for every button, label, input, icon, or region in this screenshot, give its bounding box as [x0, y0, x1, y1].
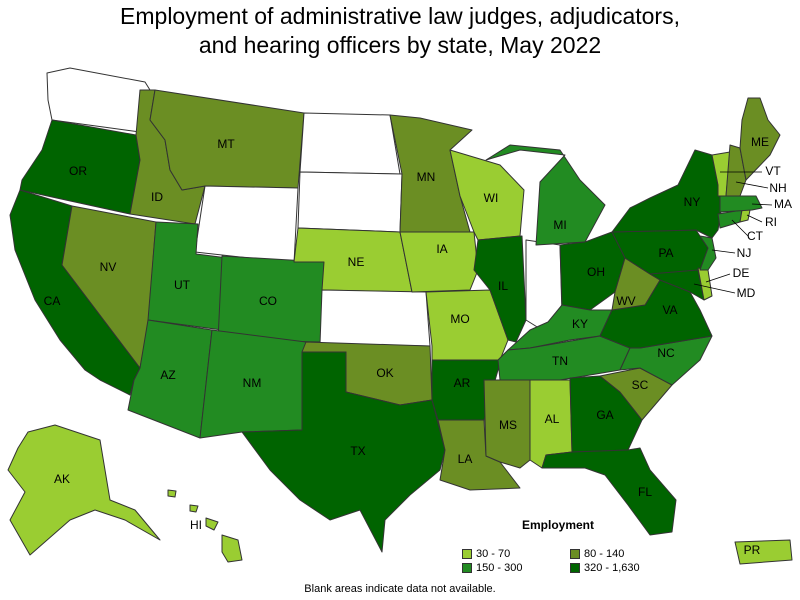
label-TN: TN: [552, 354, 568, 368]
legend-item-bin-2: 80 - 140: [570, 548, 624, 560]
label-CA: CA: [44, 294, 61, 308]
label-OR: OR: [69, 164, 87, 178]
state-IA[interactable]: [399, 231, 479, 293]
legend-swatch-bin-1: [462, 549, 472, 559]
state-ND[interactable]: [299, 112, 401, 175]
label-AK: AK: [54, 472, 70, 486]
label-MA: MA: [774, 197, 792, 211]
state-TX[interactable]: [241, 351, 446, 553]
label-NJ: NJ: [737, 246, 752, 260]
label-MN: MN: [417, 170, 436, 184]
legend: Employment 30 - 70 80 - 140 150 - 300 32…: [462, 518, 672, 578]
label-GA: GA: [596, 408, 613, 422]
label-ME: ME: [751, 135, 769, 149]
label-IL: IL: [498, 279, 508, 293]
title-line-2: and hearing officers by state, May 2022: [198, 32, 602, 58]
legend-label-bin-4: 320 - 1,630: [584, 562, 640, 574]
state-LA[interactable]: [437, 419, 521, 491]
label-RI: RI: [765, 215, 777, 229]
state-HI-oahu[interactable]: [189, 504, 199, 513]
label-IA: IA: [436, 242, 447, 256]
legend-title: Employment: [522, 518, 595, 532]
legend-swatch-bin-2: [570, 549, 580, 559]
state-AK[interactable]: [7, 424, 161, 556]
state-SC[interactable]: [599, 367, 673, 421]
state-WY[interactable]: [194, 185, 299, 264]
state-NY[interactable]: [611, 149, 723, 239]
state-VT[interactable]: [711, 151, 731, 197]
label-ID: ID: [151, 190, 163, 204]
map-title: Employment of administrative law judges,…: [0, 2, 800, 60]
title-line-1: Employment of administrative law judges,…: [120, 3, 680, 29]
label-FL: FL: [638, 485, 652, 499]
leader-de: [705, 273, 731, 283]
legend-label-bin-2: 80 - 140: [584, 548, 625, 560]
state-KS[interactable]: [319, 289, 431, 347]
state-IL[interactable]: [473, 235, 527, 343]
label-NY: NY: [684, 195, 701, 209]
legend-swatch-bin-4: [570, 563, 580, 573]
label-OH: OH: [587, 265, 605, 279]
label-PA: PA: [658, 246, 673, 260]
label-NH: NH: [769, 181, 786, 195]
territory-PR[interactable]: [734, 539, 793, 565]
label-DE: DE: [733, 266, 750, 280]
legend-item-bin-4: 320 - 1,630: [570, 562, 640, 574]
state-KY[interactable]: [507, 304, 613, 351]
label-NV: NV: [100, 260, 117, 274]
label-TX: TX: [350, 444, 365, 458]
label-KY: KY: [572, 317, 588, 331]
state-MA[interactable]: [719, 195, 763, 213]
leader-ma: [751, 203, 773, 206]
state-HI-kauai[interactable]: [167, 489, 177, 498]
state-HI-big[interactable]: [221, 534, 243, 563]
label-WV: WV: [616, 294, 635, 308]
label-VA: VA: [662, 303, 677, 317]
leader-ct: [731, 219, 749, 237]
label-VT: VT: [765, 164, 781, 178]
legend-item-bin-3: 150 - 300: [462, 562, 522, 574]
label-NE: NE: [348, 255, 365, 269]
legend-label-bin-1: 30 - 70: [476, 548, 511, 560]
label-MI: MI: [553, 218, 566, 232]
state-CT[interactable]: [717, 209, 743, 229]
state-FL[interactable]: [541, 447, 677, 536]
label-AZ: AZ: [160, 368, 175, 382]
label-MD: MD: [737, 286, 756, 300]
legend-swatch-bin-3: [462, 563, 472, 573]
label-MT: MT: [217, 137, 235, 151]
label-NC: NC: [657, 346, 675, 360]
label-UT: UT: [174, 278, 191, 292]
label-MS: MS: [499, 418, 517, 432]
label-CO: CO: [259, 294, 277, 308]
state-MD[interactable]: [649, 269, 705, 301]
leader-md: [693, 283, 736, 294]
label-CT: CT: [747, 229, 764, 243]
legend-label-bin-3: 150 - 300: [476, 562, 523, 574]
state-SD[interactable]: [297, 171, 403, 233]
label-AL: AL: [545, 412, 560, 426]
leader-ri: [746, 214, 763, 223]
footnote: Blank areas indicate data not available.: [304, 583, 496, 595]
label-LA: LA: [458, 452, 473, 466]
label-HI: HI: [190, 518, 202, 532]
label-OK: OK: [376, 366, 393, 380]
leader-nj: [711, 249, 736, 254]
leader-nh: [735, 181, 769, 189]
label-AR: AR: [454, 376, 471, 390]
state-HI-maui[interactable]: [205, 517, 219, 531]
legend-item-bin-1: 30 - 70: [462, 548, 510, 560]
label-PR: PR: [744, 543, 761, 557]
label-WI: WI: [484, 191, 499, 205]
label-SC: SC: [632, 378, 649, 392]
label-MO: MO: [450, 312, 469, 326]
label-NM: NM: [243, 376, 262, 390]
